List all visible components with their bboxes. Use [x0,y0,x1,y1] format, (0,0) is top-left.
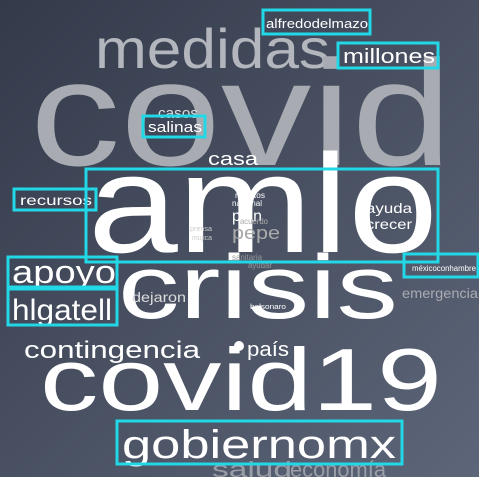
word: prensa [190,226,212,233]
words: medidascovidalfredodelmazomillonescasoss… [12,16,478,477]
word: país [247,339,289,361]
word: gobiernomx [122,423,396,467]
word: emergencia [402,285,478,301]
word: ayuda [366,200,412,216]
word: hlgatell [12,294,112,327]
word: muertos [235,191,265,200]
word: alfredodelmazo [266,16,368,31]
highlight-box [115,419,404,466]
word: nacional [232,199,262,208]
highlight-box [261,8,372,36]
word: recursos [20,192,92,208]
word: mujica [192,235,212,242]
word: bolsonaro [250,304,286,311]
highlight-boxes [6,8,479,466]
word: acuerdo [240,217,269,226]
word: pepe [232,223,280,243]
highlight-box [12,187,98,212]
word: amlo [88,125,438,282]
word: apoyo [12,254,116,290]
highlight-box [336,41,440,70]
word: medidas [95,17,330,80]
word: dejaron [132,289,186,305]
word: casos [158,105,198,122]
highlight-box [141,114,207,139]
word: salud [212,457,292,477]
highlight-box [402,252,479,279]
word: covid19 [40,330,442,429]
word: contingencia [24,337,201,364]
highlight-box [84,167,440,264]
word: crisis [118,238,398,338]
highlight-box [6,287,119,327]
highlight-box [6,255,119,289]
word: economía [290,457,387,477]
word: millones [343,46,435,68]
dot [234,341,244,351]
word: casa [208,149,259,169]
word: ayudar [248,261,272,270]
word: plan [232,208,262,225]
word: crecer [366,216,412,232]
word: méxicoconhambre [412,264,477,273]
word: salinas [148,119,202,136]
word: sanitaria [232,253,263,262]
